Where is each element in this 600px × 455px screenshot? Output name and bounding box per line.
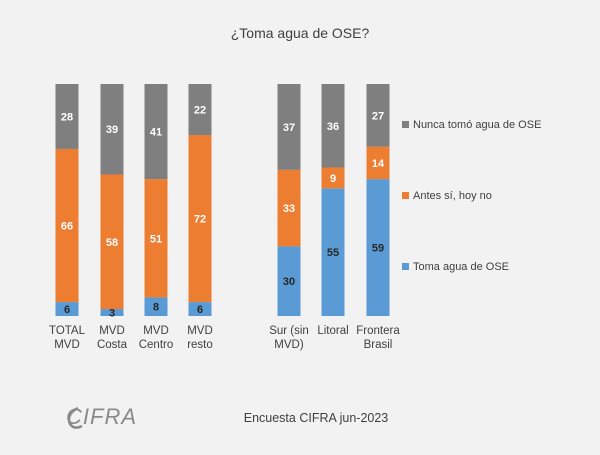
legend-swatch-antes-si-hoy-no (402, 192, 409, 199)
category-label-mvd-resto: MVD resto (187, 325, 213, 351)
bar-toma-agua-de-ose-mvd-costa (100, 309, 124, 316)
logo-text: CIFRA (66, 404, 137, 429)
chart-title: ¿Toma agua de OSE? (231, 25, 370, 41)
value-label-nunca-tomo-agua-de-ose-total-mvd: 28 (61, 111, 73, 123)
bar-antes-si-hoy-no-mvd-costa (100, 174, 124, 310)
value-label-antes-si-hoy-no-total-mvd: 66 (61, 221, 73, 233)
bar-toma-agua-de-ose-litoral (321, 188, 345, 316)
category-label-total-mvd: TOTAL MVD (49, 325, 86, 351)
category-label-line: TOTAL (49, 325, 86, 337)
value-label-antes-si-hoy-no-litoral: 9 (330, 173, 336, 185)
legend-swatch-nunca-tomo-agua-de-ose (402, 121, 409, 128)
category-label-line: Frontera (356, 325, 400, 337)
bar-nunca-tomo-agua-de-ose-mvd-costa (100, 84, 124, 175)
category-label-line: Costa (97, 339, 128, 351)
category-label-line: MVD (99, 325, 125, 337)
bar-toma-agua-de-ose-total-mvd (55, 302, 79, 316)
category-labels: TOTAL MVD MVD Costa MVD Centro MVD resto Sur (si… (49, 325, 400, 351)
legend: Nunca tomó agua de OSE Antes sí, hoy no To… (402, 119, 541, 273)
logo-swoosh (67, 406, 83, 429)
category-label-line: MVD (54, 339, 80, 351)
value-label-toma-agua-de-ose-sur-sin-mvd: 30 (283, 276, 295, 288)
value-label-nunca-tomo-agua-de-ose-litoral: 36 (327, 121, 339, 133)
bar-nunca-tomo-agua-de-ose-sur-sin-mvd (277, 84, 301, 170)
value-label-toma-agua-de-ose-mvd-resto: 6 (197, 304, 203, 316)
category-label-line: MVD) (274, 339, 304, 351)
value-label-nunca-tomo-agua-de-ose-mvd-resto: 22 (194, 105, 206, 117)
value-label-toma-agua-de-ose-litoral: 55 (327, 247, 339, 259)
category-label-mvd-costa: MVD Costa (97, 325, 128, 351)
legend-swatch-toma-agua-de-ose (402, 263, 409, 270)
category-label-line: MVD (143, 325, 169, 337)
value-label-nunca-tomo-agua-de-ose-sur-sin-mvd: 37 (283, 122, 295, 134)
bar-antes-si-hoy-no-litoral (321, 167, 345, 189)
cifra-logo: CIFRA (66, 404, 137, 429)
source-footer: Encuesta CIFRA jun-2023 (244, 411, 389, 425)
bar-antes-si-hoy-no-total-mvd (55, 148, 79, 303)
bar-toma-agua-de-ose-sur-sin-mvd (277, 246, 301, 316)
value-label-antes-si-hoy-no-sur-sin-mvd: 33 (283, 203, 295, 215)
category-label-litoral: Litoral (317, 325, 348, 337)
value-label-toma-agua-de-ose-mvd-costa: 3 (109, 308, 115, 320)
value-label-toma-agua-de-ose-mvd-centro: 8 (153, 302, 159, 314)
category-label-frontera-brasil: Frontera Brasil (356, 325, 400, 351)
legend-label-toma-agua-de-ose: Toma agua de OSE (413, 261, 509, 273)
value-label-nunca-tomo-agua-de-ose-mvd-centro: 41 (150, 127, 162, 139)
bar-nunca-tomo-agua-de-ose-total-mvd (55, 84, 79, 149)
bar-toma-agua-de-ose-mvd-resto (188, 302, 212, 316)
legend-label-antes-si-hoy-no: Antes sí, hoy no (413, 190, 492, 202)
value-label-toma-agua-de-ose-frontera-brasil: 59 (372, 243, 384, 255)
category-label-line: Centro (139, 339, 174, 351)
category-label-line: resto (187, 339, 213, 351)
bar-toma-agua-de-ose-frontera-brasil (366, 179, 390, 316)
category-label-line: Brasil (364, 339, 393, 351)
bar-nunca-tomo-agua-de-ose-frontera-brasil (366, 84, 390, 147)
legend-label-nunca-tomo-agua-de-ose: Nunca tomó agua de OSE (413, 119, 541, 131)
value-label-antes-si-hoy-no-mvd-centro: 51 (150, 233, 162, 245)
bar-nunca-tomo-agua-de-ose-litoral (321, 84, 345, 168)
value-label-antes-si-hoy-no-mvd-costa: 58 (106, 237, 118, 249)
bar-toma-agua-de-ose-mvd-centro (144, 297, 168, 316)
category-label-line: Sur (sin (269, 325, 309, 337)
value-label-antes-si-hoy-no-mvd-resto: 72 (194, 214, 206, 226)
category-label-line: MVD (187, 325, 213, 337)
bar-antes-si-hoy-no-mvd-resto (188, 135, 212, 303)
bar-nunca-tomo-agua-de-ose-mvd-resto (188, 84, 212, 136)
category-label-line: Litoral (317, 325, 348, 337)
bar-nunca-tomo-agua-de-ose-mvd-centro (144, 84, 168, 180)
category-label-sur-sin-mvd: Sur (sin MVD) (269, 325, 309, 351)
value-label-nunca-tomo-agua-de-ose-frontera-brasil: 27 (372, 110, 384, 122)
category-label-mvd-centro: MVD Centro (139, 325, 174, 351)
bar-antes-si-hoy-no-frontera-brasil (366, 146, 390, 180)
value-label-toma-agua-de-ose-total-mvd: 6 (64, 304, 70, 316)
bar-antes-si-hoy-no-sur-sin-mvd (277, 169, 301, 247)
bar-antes-si-hoy-no-mvd-centro (144, 179, 168, 298)
value-label-nunca-tomo-agua-de-ose-mvd-costa: 39 (106, 124, 118, 136)
value-label-antes-si-hoy-no-frontera-brasil: 14 (372, 158, 385, 170)
